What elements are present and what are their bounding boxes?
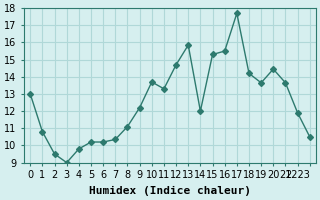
X-axis label: Humidex (Indice chaleur): Humidex (Indice chaleur) — [89, 186, 251, 196]
